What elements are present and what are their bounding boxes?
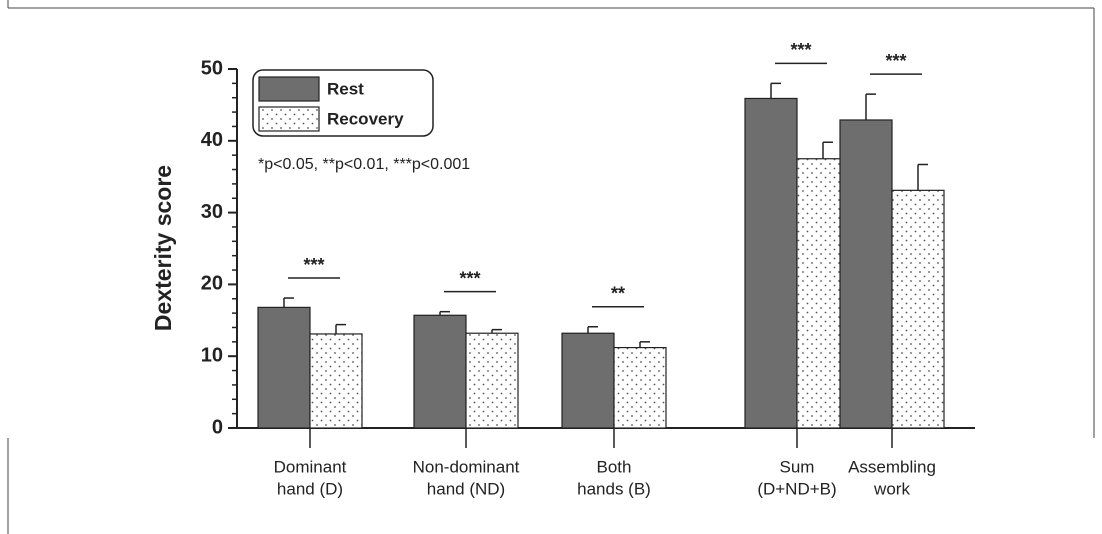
note: *p<0.05, **p<0.01, ***p<0.001 <box>258 156 470 173</box>
y-tick-label: 0 <box>212 416 223 438</box>
legend-box <box>252 69 434 137</box>
x-tick-label: Dominant <box>274 457 347 476</box>
significance: ** <box>611 284 625 304</box>
x-tick-label: Non-dominant <box>413 457 520 476</box>
significance: *** <box>459 268 480 288</box>
bar <box>891 189 945 429</box>
bar <box>257 306 311 429</box>
x-tick-label: hand (ND) <box>427 479 505 498</box>
y-tick-label: 30 <box>201 201 223 223</box>
frame <box>7 0 1095 534</box>
significance: *** <box>303 255 324 275</box>
significance: *** <box>885 51 906 71</box>
legend-label: Recovery <box>327 109 404 128</box>
significance: *** <box>790 40 811 60</box>
bar <box>839 119 893 429</box>
legend-label: Rest <box>327 79 364 98</box>
bar <box>613 346 667 429</box>
x-tick-label: Sum <box>780 457 815 476</box>
y-tick-label: 10 <box>201 344 223 366</box>
y-tick-label: 50 <box>201 57 223 79</box>
y-tick-label: 40 <box>201 129 223 151</box>
y-tick-label: 20 <box>201 273 223 295</box>
x-tick-label: (D+ND+B) <box>757 479 836 498</box>
bar <box>465 332 519 429</box>
legend-swatch <box>258 76 320 102</box>
x-tick-label: hands (B) <box>577 479 651 498</box>
bar <box>309 333 363 429</box>
legend-swatch <box>258 106 320 132</box>
x-tick-label: hand (D) <box>277 479 343 498</box>
y-axis-label: Dexterity score <box>150 165 176 331</box>
x-tick-label: work <box>873 479 910 498</box>
bar <box>413 314 467 429</box>
bar <box>561 332 615 429</box>
legend: Rest Recovery <box>252 69 434 137</box>
bar <box>744 97 798 429</box>
x-tick-label: Both <box>597 457 632 476</box>
x-tick-label: Assembling <box>848 457 936 476</box>
